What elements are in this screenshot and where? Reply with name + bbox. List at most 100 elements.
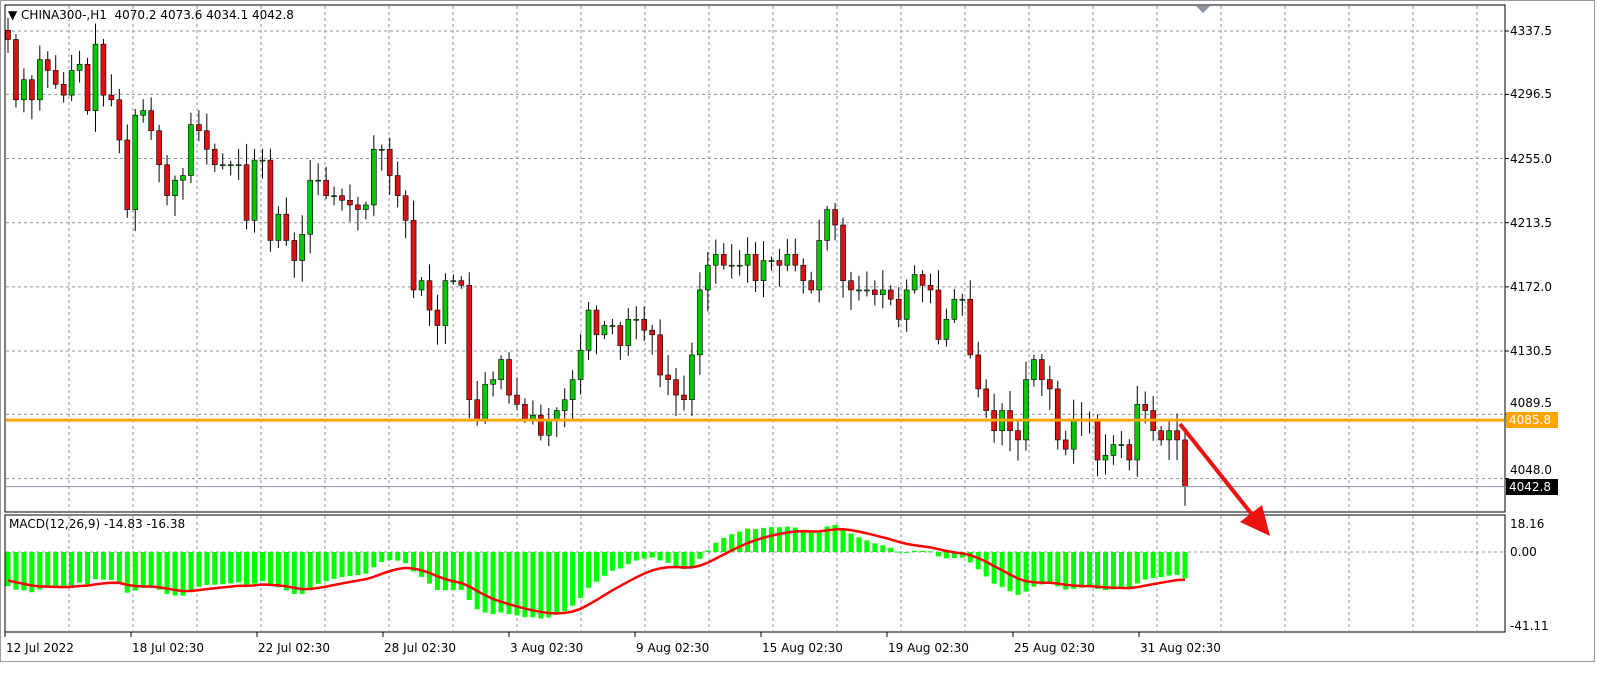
- macd-histogram-bar: [1095, 552, 1101, 590]
- candle-bull: [68, 70, 75, 96]
- candle-bull: [132, 114, 139, 210]
- candle-bear: [394, 175, 401, 196]
- candle-bull: [331, 195, 337, 197]
- macd-histogram-bar: [761, 527, 767, 552]
- candle-bear: [347, 199, 353, 206]
- price-tick-label: 4048.0: [1510, 463, 1552, 477]
- candle-bull: [705, 264, 711, 291]
- macd-tick: 0.00: [1510, 545, 1537, 559]
- candle-bull: [784, 254, 791, 266]
- macd-histogram-bar: [1166, 552, 1172, 576]
- macd-histogram-bar: [689, 552, 695, 567]
- candle-bull: [275, 213, 282, 241]
- candle-bear: [1047, 379, 1053, 390]
- macd-histogram-bar: [649, 552, 655, 558]
- macd-histogram-bar: [69, 552, 75, 586]
- macd-histogram-bar: [148, 552, 154, 588]
- candle-bear: [164, 164, 170, 196]
- macd-histogram-bar: [943, 552, 949, 559]
- candle-bear: [100, 43, 107, 96]
- candle-bear: [204, 130, 210, 150]
- macd-histogram-bar: [77, 552, 83, 583]
- macd-histogram-bar: [204, 552, 210, 585]
- candle-bear: [84, 63, 91, 111]
- current-price-tag: 4042.8: [1506, 479, 1558, 495]
- macd-histogram-bar: [61, 552, 67, 588]
- candle-bull: [1070, 419, 1077, 450]
- candle-bear: [641, 319, 648, 331]
- macd-histogram-bar: [530, 552, 536, 618]
- price-tick-label: 4172.0: [1510, 279, 1552, 294]
- macd-histogram-bar: [458, 552, 464, 590]
- macd-histogram-bar: [1071, 552, 1077, 589]
- macd-histogram-bar: [1087, 552, 1093, 587]
- candle-bear: [752, 254, 759, 281]
- date-tick-label: 15 Aug 02:30: [762, 641, 843, 655]
- candle-bull: [697, 289, 703, 356]
- macd-histogram-bar: [991, 552, 997, 584]
- candle-bull: [1110, 444, 1117, 456]
- candle-bull: [553, 410, 560, 421]
- candle-bull: [569, 379, 576, 401]
- macd-histogram-bar: [45, 552, 51, 588]
- candle-bull: [251, 159, 258, 221]
- macd-histogram-bar: [601, 552, 607, 576]
- macd-histogram-bar: [21, 552, 27, 591]
- macd-histogram-bar: [800, 529, 806, 552]
- macd-histogram-bar: [1007, 552, 1013, 592]
- macd-histogram-bar: [1047, 552, 1053, 584]
- macd-histogram-bar: [259, 552, 265, 581]
- candle-bear: [919, 274, 926, 286]
- candle-bear: [5, 29, 11, 40]
- macd-histogram-bar: [13, 552, 19, 590]
- macd-histogram-bar: [1031, 552, 1037, 587]
- macd-histogram-bar: [323, 552, 329, 582]
- candle-bear: [466, 285, 473, 401]
- macd-histogram-bar: [1134, 552, 1140, 584]
- macd-histogram-bar: [1110, 552, 1116, 590]
- candle-bear: [1126, 444, 1133, 461]
- candle-bear: [29, 79, 35, 101]
- macd-histogram-bar: [156, 552, 162, 590]
- candle-bull: [1118, 444, 1125, 446]
- candle-bull: [1023, 379, 1029, 441]
- candle-bear: [410, 220, 417, 291]
- macd-histogram-bar: [124, 552, 130, 593]
- macd-histogram-bar: [832, 524, 838, 552]
- candle-bull: [943, 319, 950, 340]
- macd-histogram-bar: [935, 552, 941, 557]
- candle-bear: [474, 399, 481, 421]
- macd-histogram-bar: [411, 552, 417, 572]
- candle-bull: [450, 280, 457, 282]
- macd-histogram-bar: [339, 552, 345, 578]
- candle-bull: [1031, 359, 1037, 380]
- macd-histogram-bar: [434, 552, 440, 590]
- macd-histogram-bar: [442, 552, 448, 591]
- macd-histogram-bar: [403, 552, 409, 564]
- macd-histogram-bar: [784, 526, 790, 552]
- macd-histogram-bar: [307, 552, 313, 589]
- candle-bear: [832, 209, 838, 226]
- red-arrow-line: [1178, 422, 1260, 524]
- candle-bear: [506, 359, 512, 396]
- candle-bear: [52, 70, 59, 85]
- macd-histogram-bar: [236, 552, 242, 583]
- macd-histogram-bar: [100, 552, 106, 580]
- macd-histogram-bar: [1174, 552, 1180, 575]
- macd-histogram-bar: [1158, 552, 1164, 578]
- candle-bull: [545, 419, 552, 436]
- date-tick-label: 31 Aug 02:30: [1140, 641, 1221, 655]
- macd-histogram-bar: [864, 540, 870, 552]
- candle-bear: [124, 139, 131, 210]
- dropdown-triangle-icon[interactable]: ▼: [8, 8, 22, 22]
- candle-bear: [792, 254, 799, 266]
- macd-histogram-bar: [371, 552, 377, 568]
- date-tick-label: 3 Aug 02:30: [510, 641, 584, 655]
- macd-histogram-bar: [641, 552, 647, 559]
- candle-bull: [37, 59, 43, 101]
- candle-bear: [148, 110, 154, 132]
- candle-bear: [13, 39, 19, 101]
- macd-histogram-bar: [840, 529, 846, 552]
- candle-bull: [768, 260, 775, 262]
